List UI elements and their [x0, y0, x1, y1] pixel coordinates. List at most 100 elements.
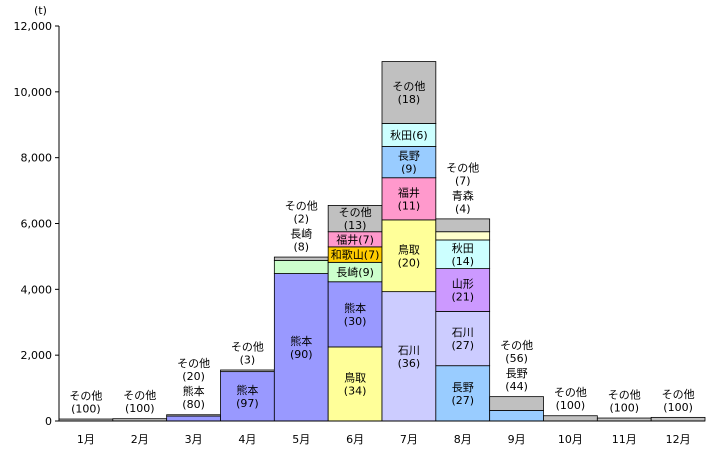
segment-label: 福井(7): [336, 232, 374, 246]
segment-label: (56): [505, 352, 528, 365]
segment-label: 熊本: [236, 383, 258, 397]
segment-label: (14): [451, 255, 474, 268]
segment-label: 長野: [506, 367, 528, 380]
segment-label: (13): [344, 219, 367, 232]
segment-label: (18): [398, 93, 421, 106]
bar-segment: [327, 346, 383, 422]
y-axis-unit-label: (t): [34, 4, 47, 17]
segment-label: (9): [401, 163, 417, 176]
segment-label: (20): [182, 370, 205, 383]
y-axis: 0 2,000 4,000 6,000 8,000 10,000 12,000: [14, 20, 60, 428]
segment-label: 福井: [398, 185, 420, 199]
segment-label: 熊本: [290, 334, 312, 348]
bar-stacks: [58, 61, 706, 422]
segment-label: 山形: [452, 277, 474, 290]
y-tick-label: 2,000: [21, 349, 53, 362]
segment-label: (7): [455, 174, 471, 187]
segment-label: (21): [451, 290, 474, 303]
bar-segment: [435, 268, 491, 312]
bar-segment: [327, 204, 383, 233]
bar-segment: [273, 259, 329, 274]
segment-label: 秋田: [452, 241, 474, 255]
segment-label: その他: [662, 388, 695, 401]
segment-label: 長野: [452, 381, 474, 394]
segment-label: その他: [123, 389, 156, 402]
bar-segment: [220, 371, 275, 422]
y-tick-label: 6,000: [21, 218, 53, 231]
segment-label: (90): [290, 348, 313, 361]
segment-label: その他: [500, 339, 533, 352]
segment-labels: その他(100)その他(100)熊本(80)その他(20)熊本(97)その他(3…: [69, 80, 694, 416]
bar-segment: [273, 273, 329, 422]
y-tick-label: 12,000: [14, 20, 53, 33]
bar-segment: [220, 369, 275, 373]
segment-label: (44): [505, 380, 528, 393]
bar-segment: [273, 256, 329, 261]
segment-label: その他: [608, 389, 641, 402]
bar-segment: [381, 291, 437, 422]
y-tick-label: 10,000: [14, 86, 53, 99]
x-tick-label: 10月: [558, 433, 583, 446]
segment-label: (34): [344, 384, 367, 397]
segment-label: 長野: [398, 150, 420, 163]
segment-label: (100): [609, 402, 639, 415]
segment-label: 熊本: [344, 301, 366, 315]
segment-label: (11): [398, 199, 421, 212]
bar-segment: [435, 231, 491, 241]
segment-label: その他: [392, 80, 425, 93]
segment-label: 鳥取: [344, 370, 366, 384]
segment-label: (36): [398, 357, 421, 370]
bar-segment: [381, 146, 437, 179]
segment-label: (100): [125, 402, 155, 415]
segment-label: (2): [293, 213, 309, 226]
bar-segment: [543, 415, 598, 422]
y-tick-label: 8,000: [21, 152, 53, 165]
segment-label: 和歌山(7): [331, 248, 380, 262]
segment-label: 長崎: [290, 227, 312, 241]
bar-segment: [435, 218, 491, 233]
segment-label: (8): [293, 241, 309, 254]
x-tick-label: 8月: [454, 433, 472, 446]
x-tick-label: 9月: [508, 433, 526, 446]
segment-label: (97): [236, 397, 259, 410]
segment-label: (4): [455, 202, 471, 215]
y-tick-label: 4,000: [21, 283, 53, 296]
bar-segment: [381, 61, 437, 124]
x-tick-label: 1月: [77, 433, 95, 446]
x-tick-label: 5月: [292, 433, 310, 446]
bar-segment: [381, 177, 437, 221]
segment-label: (100): [71, 403, 101, 416]
bar-segment: [435, 365, 491, 422]
x-tick-label: 4月: [238, 433, 256, 446]
bar-segment: [166, 415, 221, 422]
segment-label: その他: [446, 161, 479, 174]
segment-label: その他: [69, 390, 102, 403]
bar-segment: [489, 396, 544, 411]
segment-label: (27): [451, 339, 474, 352]
segment-label: 青森: [452, 188, 474, 202]
y-tick-label: 0: [45, 415, 52, 428]
segment-label: その他: [554, 386, 587, 399]
bar-segment: [650, 416, 706, 422]
segment-label: (3): [240, 353, 256, 366]
x-tick-label: 7月: [400, 433, 418, 446]
x-tick-label: 11月: [612, 433, 637, 446]
bar-segment: [489, 410, 544, 422]
segment-label: 熊本: [183, 384, 205, 398]
bar-segment: [166, 414, 221, 417]
segment-label: 石川: [452, 326, 474, 339]
bar-segment: [435, 310, 491, 367]
bar-segment: [381, 219, 437, 293]
x-tick-label: 2月: [131, 433, 149, 446]
bar-segment: [327, 281, 383, 348]
segment-label: その他: [177, 357, 210, 370]
segment-label: 石川: [398, 344, 420, 357]
x-tick-label: 12月: [666, 433, 691, 446]
segment-label: その他: [339, 206, 372, 219]
segment-label: (30): [344, 315, 367, 328]
x-tick-label: 3月: [185, 433, 203, 446]
segment-label: その他: [285, 200, 318, 213]
segment-label: (100): [663, 401, 693, 414]
segment-label: その他: [231, 340, 264, 353]
